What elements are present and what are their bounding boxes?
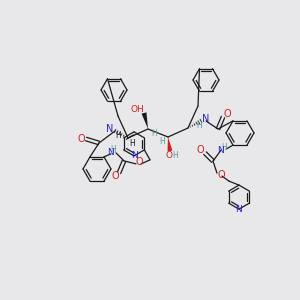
Text: H: H [129,140,135,148]
Text: N: N [202,114,210,124]
Polygon shape [167,137,172,152]
Text: N: N [218,146,224,154]
Text: N: N [236,205,242,214]
Text: O: O [196,145,204,155]
Text: N: N [130,152,137,160]
Text: H: H [110,146,116,154]
Text: O: O [77,134,85,144]
Text: H: H [151,128,157,137]
Text: H: H [196,122,202,130]
Text: H: H [172,151,178,160]
Text: H: H [221,142,227,152]
Text: OH: OH [130,104,144,113]
Text: O: O [135,157,143,167]
Text: N: N [108,148,114,158]
Text: N: N [106,124,114,134]
Polygon shape [142,112,148,129]
Text: O: O [217,170,225,180]
Text: O: O [111,171,119,181]
Text: O: O [223,109,231,119]
Text: O: O [166,152,172,160]
Text: H: H [115,130,121,140]
Text: H: H [159,137,165,146]
